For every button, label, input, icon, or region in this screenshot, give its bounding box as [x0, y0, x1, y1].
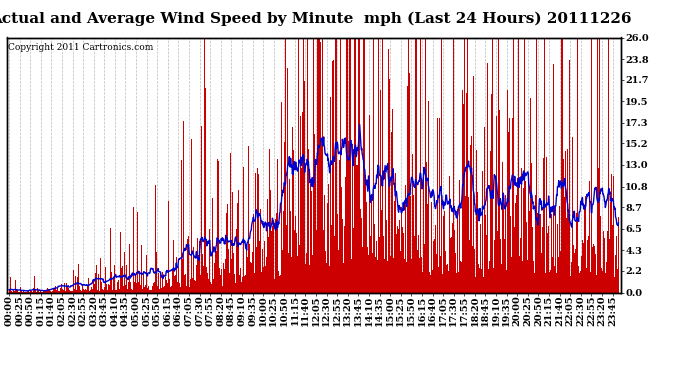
Text: Copyright 2011 Cartronics.com: Copyright 2011 Cartronics.com [8, 43, 153, 52]
Text: Actual and Average Wind Speed by Minute  mph (Last 24 Hours) 20111226: Actual and Average Wind Speed by Minute … [0, 11, 631, 26]
